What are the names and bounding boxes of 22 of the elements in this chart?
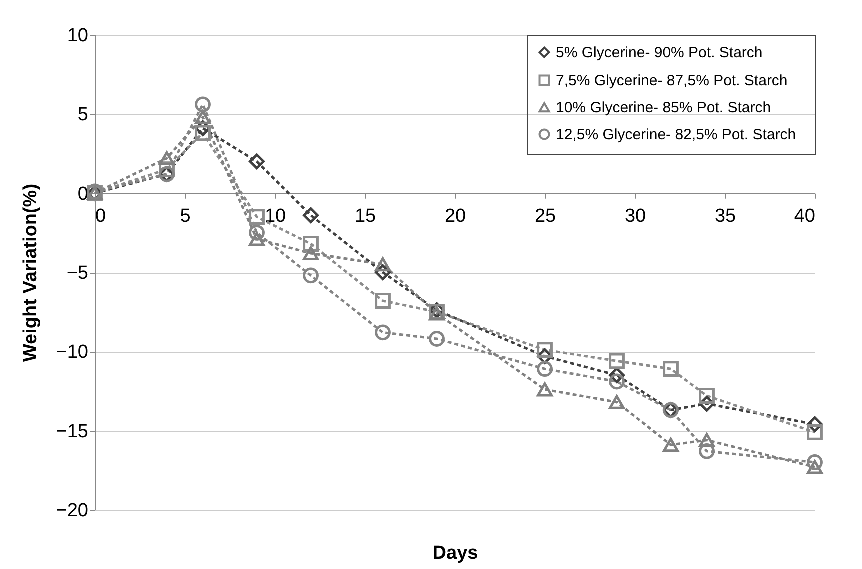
- y-tick-label: 0: [78, 184, 88, 205]
- x-tick-label: 30: [624, 206, 646, 227]
- x-axis-title: Days: [432, 542, 478, 564]
- x-tick-label: 25: [534, 206, 556, 227]
- y-tick-label: 5: [78, 104, 88, 126]
- x-tick-label: 0: [96, 206, 106, 227]
- x-tick-label: 40: [794, 206, 816, 227]
- y-tick-label: −10: [56, 342, 88, 364]
- legend-label: 7,5% Glycerine- 87,5% Pot. Starch: [556, 72, 788, 90]
- x-tick-label: 10: [264, 206, 286, 227]
- y-tick-label: −5: [66, 263, 88, 284]
- x-tick-label: 35: [714, 206, 736, 227]
- y-tick-label: −15: [56, 421, 88, 442]
- y-tick-label: 10: [67, 26, 88, 46]
- legend-label: 12,5% Glycerine- 82,5% Pot. Starch: [556, 126, 796, 144]
- legend-label: 5% Glycerine- 90% Pot. Starch: [556, 44, 763, 62]
- y-tick-label: −20: [56, 500, 88, 522]
- x-tick-label: 20: [444, 206, 466, 227]
- x-tick-label: 15: [354, 206, 376, 227]
- x-tick-label: 5: [180, 206, 191, 227]
- legend-label: 10% Glycerine- 85% Pot. Starch: [556, 100, 772, 116]
- y-axis-title: Weight Variation(%): [20, 184, 42, 362]
